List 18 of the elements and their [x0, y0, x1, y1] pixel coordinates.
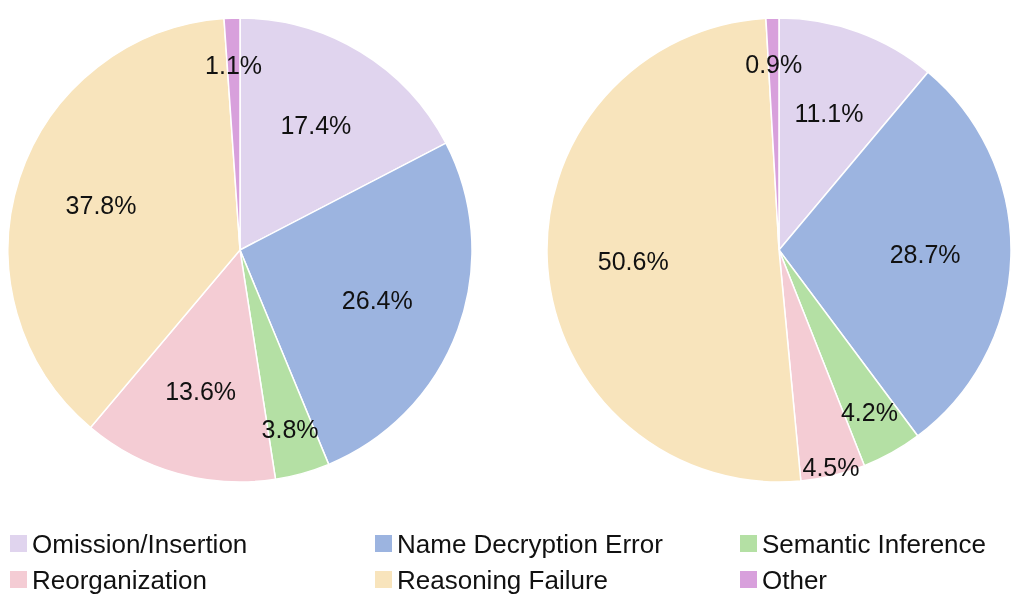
data-label: 28.7%	[889, 240, 961, 269]
data-label: 50.6%	[597, 247, 669, 276]
data-label: 1.1%	[205, 50, 263, 79]
data-label: 0.9%	[745, 50, 803, 79]
legend-label: Reorganization	[32, 565, 207, 595]
data-label: 26.4%	[341, 286, 413, 315]
data-label: 11.1%	[794, 98, 864, 127]
data-label: 4.5%	[802, 452, 860, 481]
legend-label: Other	[762, 565, 828, 595]
legend-label: Semantic Inference	[762, 529, 987, 559]
data-label: 3.8%	[261, 414, 319, 443]
legend-label: Omission/Insertion	[32, 529, 248, 559]
legend-label: Reasoning Failure	[397, 565, 609, 595]
data-label: 17.4%	[280, 111, 352, 140]
legend-label: Name Decryption Error	[397, 529, 664, 559]
data-label: 4.2%	[840, 398, 898, 427]
data-label: 37.8%	[65, 190, 137, 219]
data-label: 13.6%	[165, 376, 237, 405]
